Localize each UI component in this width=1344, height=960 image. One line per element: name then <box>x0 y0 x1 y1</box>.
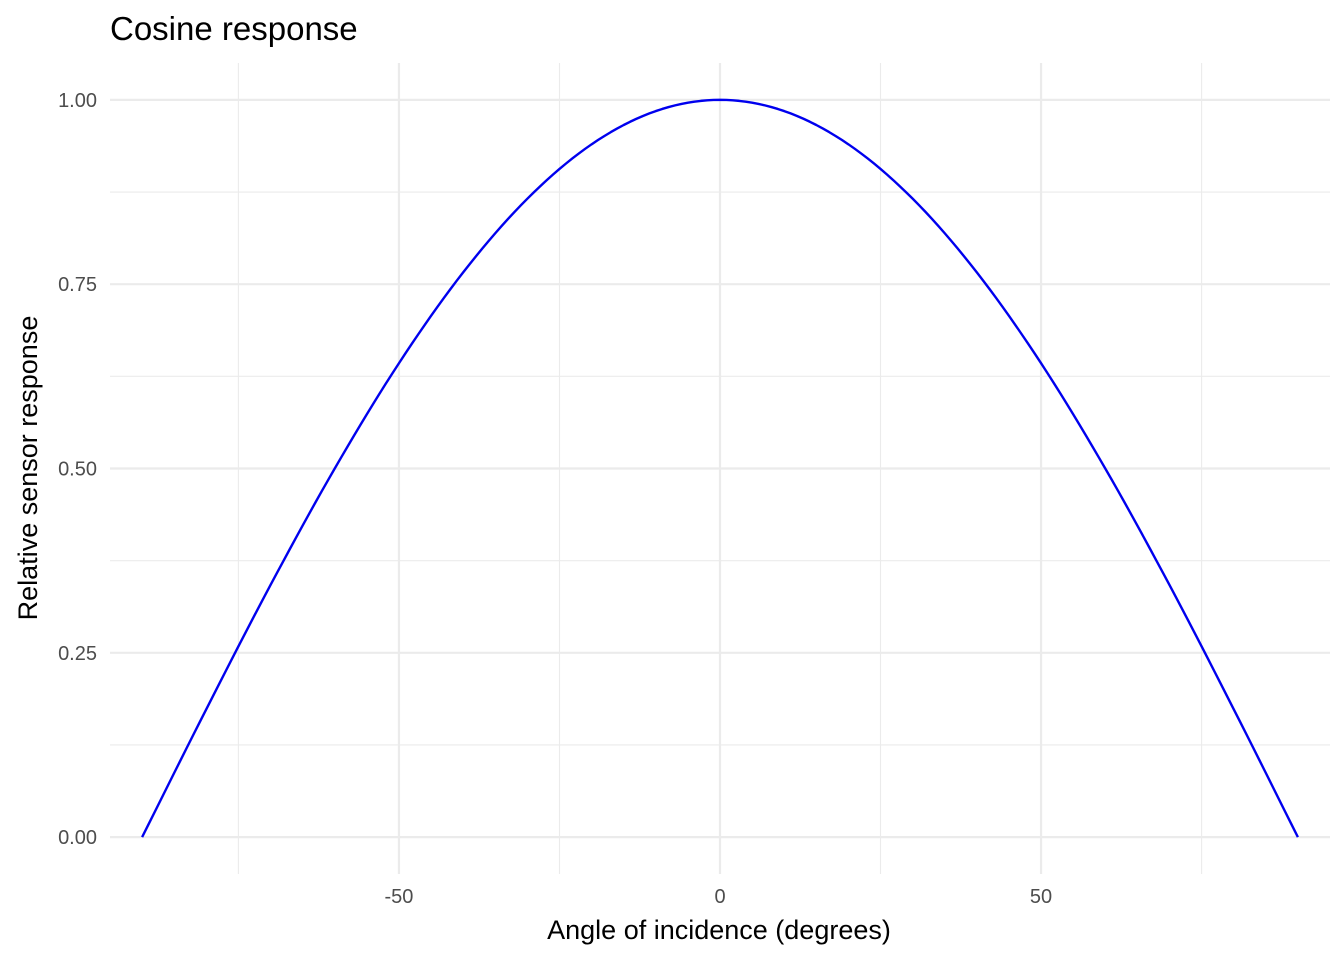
y-axis-ticks: 0.00 0.25 0.50 0.75 1.00 <box>58 90 97 849</box>
x-tick-label: 0 <box>714 886 725 908</box>
x-tick-label: -50 <box>384 886 413 908</box>
chart-title: Cosine response <box>110 10 358 47</box>
x-axis-title: Angle of incidence (degrees) <box>547 915 891 945</box>
y-tick-label: 0.25 <box>58 643 97 665</box>
y-tick-label: 0.00 <box>58 827 97 849</box>
y-axis-title: Relative sensor response <box>13 316 43 621</box>
y-tick-label: 0.50 <box>58 459 97 481</box>
x-axis-ticks: -50 0 50 <box>384 886 1052 908</box>
y-tick-label: 1.00 <box>58 90 97 112</box>
y-tick-label: 0.75 <box>58 274 97 296</box>
series-layer <box>141 98 1299 838</box>
grid <box>110 63 1330 874</box>
x-tick-label: 50 <box>1030 886 1052 908</box>
series-line <box>141 98 1299 838</box>
